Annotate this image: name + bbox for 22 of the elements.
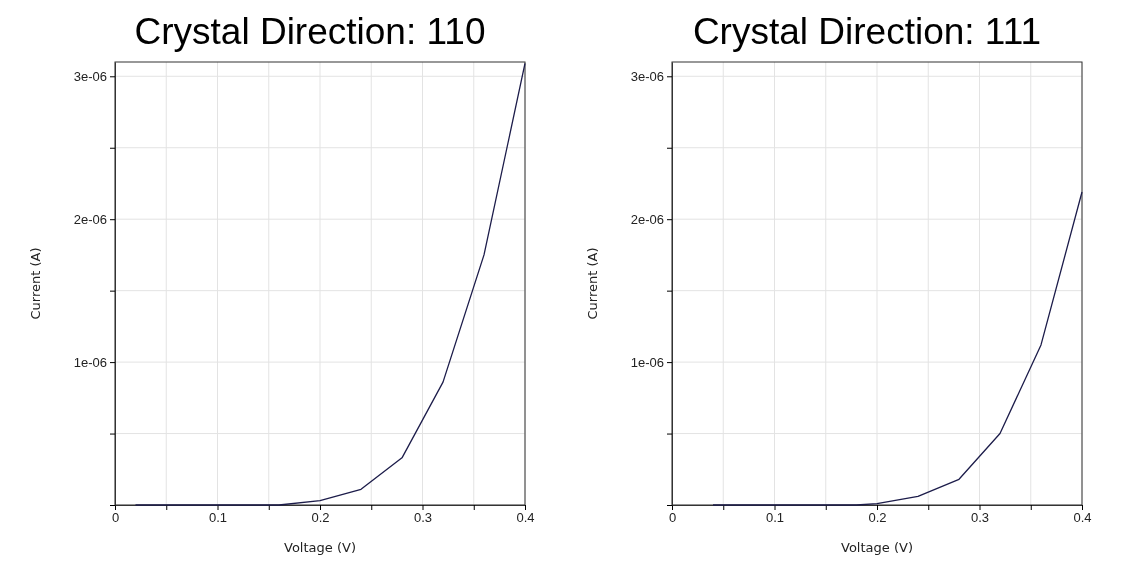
x-tick-label: 0.3 xyxy=(413,510,433,526)
y-tick-label: 3e-06 xyxy=(73,68,107,84)
x-tick-label: 0.4 xyxy=(516,510,535,526)
y-tick-label: 2e-06 xyxy=(630,211,664,227)
x-tick-label: 0.3 xyxy=(970,510,990,526)
y-tick-label: 3e-06 xyxy=(630,68,664,84)
chart-title: Crystal Direction: 111 xyxy=(692,11,1042,52)
x-tick-label: 0.2 xyxy=(868,510,887,526)
x-axis-title: Voltage (V) xyxy=(841,540,913,555)
x-tick-label: 0.2 xyxy=(311,510,330,526)
x-tick-label: 0 xyxy=(668,510,677,526)
x-tick-label: 0 xyxy=(111,510,120,526)
x-tick-label: 0.4 xyxy=(1073,510,1092,526)
x-tick-label: 0.1 xyxy=(765,510,785,526)
x-axis-title: Voltage (V) xyxy=(284,540,356,555)
y-axis-title: Current (A) xyxy=(28,247,43,320)
chart-title: Crystal Direction: 110 xyxy=(134,11,486,52)
y-tick-label: 2e-06 xyxy=(73,211,107,227)
y-tick-label: 1e-06 xyxy=(630,354,664,370)
y-tick-label: 1e-06 xyxy=(73,354,107,370)
y-axis-title: Current (A) xyxy=(585,247,600,320)
x-tick-label: 0.1 xyxy=(208,510,228,526)
